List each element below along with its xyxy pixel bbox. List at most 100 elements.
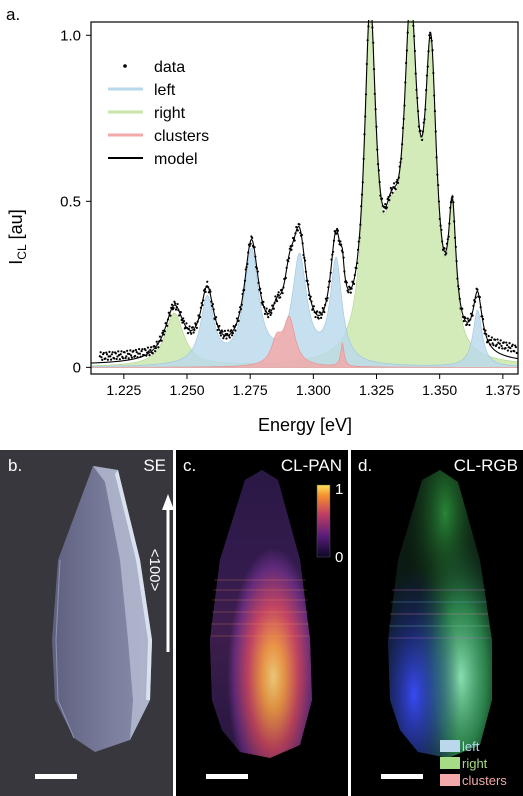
data-point: [361, 181, 364, 184]
panel-c-tag: CL-PAN: [281, 456, 342, 475]
data-point: [443, 247, 446, 250]
rgb-legend-left-label: left: [462, 739, 480, 754]
spectrum-chart: 1.225 1.250 1.275 1.300 1.325 1.350 1.375 0 0.5…: [60, 1, 521, 398]
data-point: [307, 293, 311, 297]
data-point: [118, 358, 121, 361]
data-point: [212, 308, 215, 311]
data-point: [312, 305, 315, 308]
data-point: [352, 282, 356, 285]
direction-label: <100>: [146, 549, 163, 592]
rgb-legend-clusters-swatch: [440, 774, 460, 786]
data-point: [395, 180, 398, 184]
data-point: [255, 267, 259, 270]
data-point: [202, 299, 205, 302]
data-point: [300, 233, 303, 237]
data-point: [157, 346, 160, 349]
data-point: [400, 143, 404, 146]
data-point: [447, 235, 450, 238]
data-point: [437, 183, 440, 187]
data-point: [495, 343, 498, 346]
data-point: [385, 206, 388, 209]
data-point: [223, 335, 226, 338]
data-point: [332, 250, 335, 253]
data-point: [123, 351, 126, 354]
data-point: [360, 193, 364, 196]
data-point: [296, 229, 299, 232]
data-point: [414, 72, 417, 75]
data-point: [148, 354, 151, 357]
data-point: [468, 323, 471, 327]
data-point: [175, 306, 178, 309]
data-point: [316, 310, 319, 313]
data-point: [427, 50, 430, 53]
data-point: [372, 41, 375, 44]
data-point: [498, 342, 501, 345]
data-point: [174, 308, 178, 311]
data-point: [451, 195, 454, 198]
data-point: [428, 34, 431, 37]
data-point: [141, 348, 144, 351]
data-point: [492, 344, 495, 347]
data-point: [107, 355, 110, 358]
legend-clusters-label: clusters: [154, 128, 209, 145]
data-point: [317, 317, 320, 320]
data-point: [399, 161, 402, 164]
data-point: [298, 223, 301, 226]
data-point: [413, 49, 417, 53]
data-point: [243, 288, 246, 292]
data-point: [154, 350, 157, 353]
data-point: [491, 342, 494, 345]
data-point: [467, 319, 470, 323]
y-tick-label: 0: [73, 359, 81, 376]
data-point: [290, 248, 293, 251]
panel-d-label: d.: [358, 456, 372, 475]
data-point: [99, 351, 102, 354]
data-point: [106, 358, 109, 361]
data-point: [370, 1, 372, 3]
data-point: [245, 265, 248, 269]
panel-c-label: c.: [183, 456, 196, 475]
data-point: [302, 253, 305, 257]
data-point: [146, 346, 150, 349]
data-point: [243, 279, 247, 282]
data-point: [182, 319, 186, 323]
data-point: [309, 295, 312, 298]
data-point: [476, 288, 479, 291]
svg-text:ICL [au]: ICL [au]: [6, 209, 29, 264]
data-point: [181, 321, 184, 324]
data-point: [358, 236, 361, 239]
data-point: [239, 308, 243, 311]
data-point: [366, 39, 369, 42]
data-point: [402, 117, 405, 120]
data-point: [359, 223, 362, 226]
data-point: [376, 163, 380, 166]
data-point: [224, 333, 227, 336]
y-axis-label: ICL [au]: [6, 209, 29, 264]
data-point: [328, 280, 332, 283]
data-point: [128, 352, 131, 356]
data-point: [405, 61, 408, 65]
data-point: [469, 312, 473, 315]
data-point: [445, 242, 449, 245]
data-point: [295, 225, 298, 229]
data-point: [364, 93, 368, 96]
data-point: [206, 280, 209, 283]
data-point: [265, 307, 268, 310]
data-point: [160, 339, 163, 342]
data-point: [452, 201, 455, 204]
data-point: [121, 357, 125, 360]
x-tick-label: 1.325: [359, 382, 394, 398]
data-point: [365, 62, 368, 66]
data-point: [132, 349, 135, 352]
data-point: [501, 347, 504, 350]
x-axis-label: Energy [eV]: [258, 415, 352, 435]
data-point: [434, 130, 437, 133]
scale-bar-b: [35, 774, 77, 779]
data-point: [262, 300, 265, 303]
data-point: [221, 330, 224, 333]
data-point: [197, 314, 200, 317]
data-point: [336, 229, 340, 232]
chart-legend: data left right clusters model: [108, 59, 209, 168]
data-point: [441, 248, 445, 251]
